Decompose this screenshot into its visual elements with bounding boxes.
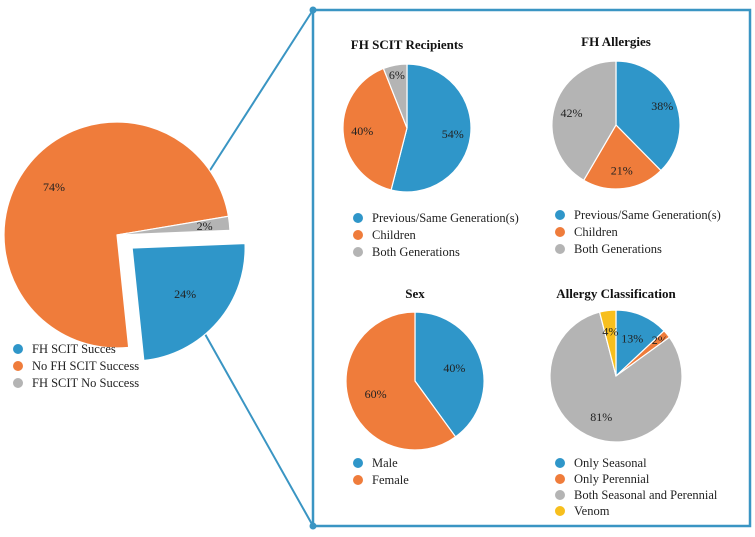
overall-slice-fh-scit-no-success (116, 215, 231, 236)
allergies-legend-marker-children (555, 227, 565, 237)
sex-data-label-female: 60% (365, 387, 387, 401)
sex-slice-male (414, 311, 485, 438)
allergies-pie-chart: 38% 21% 42% FH Allergies Previous/Same Gener… (551, 34, 721, 256)
overall-legend-marker-fh-scit-no-success (13, 378, 23, 388)
connector-line-bottom (195, 317, 314, 527)
recipients-chart-title: FH SCIT Recipients (351, 37, 463, 52)
recipients-data-label-children: 40% (351, 124, 373, 138)
overall-data-label-fh-scit-succes: 24% (174, 287, 196, 301)
recipients-legend-label-previous-same-generation-s: Previous/Same Generation(s) (372, 211, 519, 225)
overall-legend-marker-no-fh-scit-success (13, 361, 23, 371)
frame-corner-dot-top (309, 6, 317, 14)
zoom-frame (311, 8, 752, 528)
sex-legend-label-male: Male (372, 456, 398, 470)
allergies-legend-label-previous-same-generation-s: Previous/Same Generation(s) (574, 208, 721, 222)
overall-legend-label-fh-scit-succes: FH SCIT Succes (32, 342, 116, 356)
recipients-data-label-previous-same-generation-s: 54% (442, 127, 464, 141)
classification-legend-marker-only-perennial (555, 474, 565, 484)
overall-legend-label-fh-scit-no-success: FH SCIT No Success (32, 376, 139, 390)
sex-slice-female (345, 311, 457, 451)
recipients-legend-label-children: Children (372, 228, 416, 242)
overall-pie-chart: 24% 74% 2% FH SCIT Succes No FH SCIT Success… (3, 121, 246, 390)
sex-legend-marker-male (353, 458, 363, 468)
recipients-slice-both-generations (382, 63, 408, 129)
frame-corner-dot-bottom (309, 522, 317, 530)
classification-legend-label-venom: Venom (574, 504, 610, 518)
recipients-legend-marker-children (353, 230, 363, 240)
recipients-legend-marker-previous-same-generation-s (353, 213, 363, 223)
overall-data-label-fh-scit-no-success: 2% (197, 219, 213, 233)
sex-legend-label-female: Female (372, 473, 409, 487)
allergies-data-label-children: 21% (611, 164, 633, 178)
sex-pie-chart: 40% 60% Sex Male Female (345, 286, 485, 487)
sex-legend-marker-female (353, 475, 363, 485)
classification-data-label-venom: 4% (602, 324, 618, 338)
recipients-legend-marker-both-generations (353, 247, 363, 257)
classification-legend-label-both-seasonal-and-perennial: Both Seasonal and Perennial (574, 488, 718, 502)
classification-legend-marker-only-seasonal (555, 458, 565, 468)
classification-legend-label-only-seasonal: Only Seasonal (574, 456, 647, 470)
classification-legend-marker-both-seasonal-and-perennial (555, 490, 565, 500)
sex-data-label-male: 40% (443, 361, 465, 375)
overall-legend-label-no-fh-scit-success: No FH SCIT Success (32, 359, 139, 373)
allergies-legend-label-both-generations: Both Generations (574, 242, 662, 256)
recipients-legend-label-both-generations: Both Generations (372, 245, 460, 259)
allergies-legend-marker-previous-same-generation-s (555, 210, 565, 220)
allergies-legend-label-children: Children (574, 225, 618, 239)
allergies-data-label-previous-same-generation-s: 38% (651, 99, 673, 113)
classification-slice-venom (598, 309, 617, 377)
overall-legend-marker-fh-scit-succes (13, 344, 23, 354)
recipients-slice-children (342, 67, 408, 191)
classification-slice-both-seasonal-and-perennial (549, 311, 683, 443)
overall-slice-no-fh-scit-success (3, 121, 230, 349)
sex-chart-title: Sex (405, 286, 425, 301)
connector-line-top (204, 9, 314, 179)
recipients-slice-previous-same-generation-s (390, 63, 472, 193)
allergies-legend-marker-both-generations (555, 244, 565, 254)
classification-legend-marker-venom (555, 506, 565, 516)
recipients-data-label-both-generations: 6% (389, 68, 405, 82)
overall-slice-fh-scit-succes (131, 242, 246, 362)
allergies-slice-both-generations (551, 60, 617, 182)
classification-chart-title: Allergy Classification (556, 286, 676, 301)
classification-data-label-only-seasonal: 13% (621, 331, 643, 345)
classification-legend-label-only-perennial: Only Perennial (574, 472, 650, 486)
overall-data-label-no-fh-scit-success: 74% (43, 180, 65, 194)
allergies-slice-children (582, 124, 662, 190)
allergies-slice-previous-same-generation-s (615, 60, 681, 172)
recipients-pie-chart: 54% 40% 6% FH SCIT Recipients Previous/Same … (342, 37, 519, 259)
allergies-data-label-both-generations: 42% (561, 106, 583, 120)
allergies-chart-title: FH Allergies (581, 34, 651, 49)
classification-data-label-both-seasonal-and-perennial: 81% (590, 410, 612, 424)
